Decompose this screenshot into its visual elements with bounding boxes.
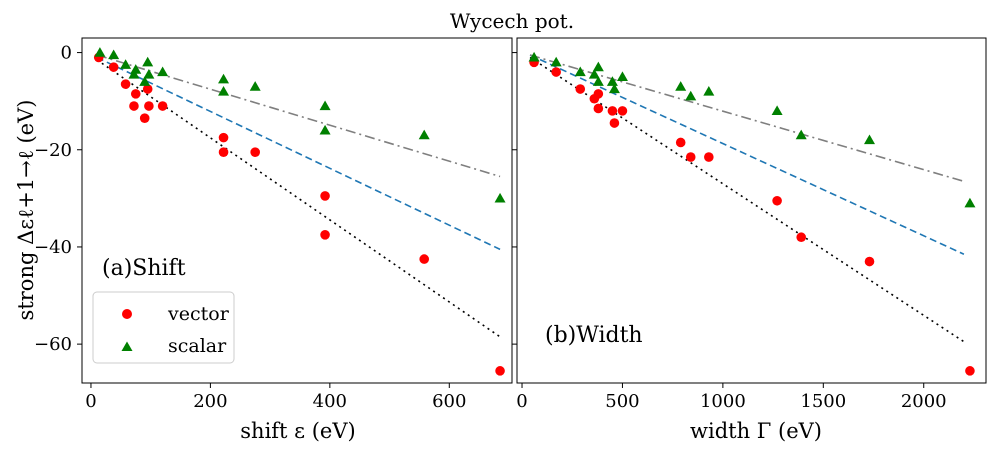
point-vector-shift-3 <box>129 101 139 111</box>
y-tick-label-shift--40: −40 <box>34 237 72 258</box>
point-scalar-shift-10 <box>218 85 230 96</box>
point-vector-shift-14 <box>419 254 430 264</box>
point-vector-shift-6 <box>142 84 153 94</box>
fit-line-dashed-shift <box>96 56 501 251</box>
point-vector-shift-2 <box>120 79 131 89</box>
point-scalar-width-2 <box>574 66 586 77</box>
point-scalar-width-9 <box>675 81 687 91</box>
point-scalar-width-15 <box>964 197 976 208</box>
point-vector-shift-10 <box>218 147 229 157</box>
x-tick-label-width-0: 0 <box>516 391 527 412</box>
panel-width: width Γ (eV) (b)Width 0 500 1000 1500 2000 <box>512 37 987 443</box>
point-scalar-width-7 <box>608 83 620 94</box>
x-tick-label-width-1000: 1000 <box>700 391 746 412</box>
point-vector-shift-5 <box>139 113 150 123</box>
figure-title: Wycech pot. <box>450 9 574 33</box>
legend-label-scalar: scalar <box>168 335 227 357</box>
point-scalar-shift-14 <box>418 129 430 140</box>
point-vector-shift-7 <box>144 101 154 111</box>
point-vector-shift-1 <box>108 62 119 72</box>
point-vector-shift-15 <box>495 366 505 376</box>
point-scalar-shift-0 <box>94 47 106 57</box>
point-vector-width-8 <box>617 106 628 116</box>
point-scalar-shift-7 <box>143 68 155 79</box>
legend-marker-scalar <box>121 341 133 351</box>
point-vector-width-7 <box>609 118 620 128</box>
point-vector-shift-12 <box>320 191 330 201</box>
point-vector-shift-8 <box>157 101 168 111</box>
point-vector-width-14 <box>864 256 875 267</box>
x-axis-label-shift: shift ε (eV) <box>240 419 355 443</box>
point-scalar-width-14 <box>864 134 876 145</box>
point-vector-shift-9 <box>218 132 229 143</box>
point-scalar-shift-1 <box>108 49 120 60</box>
point-scalar-shift-4 <box>130 64 142 74</box>
point-vector-width-6 <box>607 106 618 116</box>
point-scalar-width-6 <box>606 76 618 86</box>
point-vector-width-9 <box>675 137 686 148</box>
point-vector-shift-13 <box>320 229 330 240</box>
y-axis-label: strong Δεℓ+1→ℓ (eV) <box>14 100 38 321</box>
legend-marker-vector <box>122 309 132 319</box>
point-scalar-shift-8 <box>157 66 169 77</box>
point-vector-width-13 <box>796 232 807 243</box>
x-tick-label-shift-400: 400 <box>313 391 347 412</box>
point-vector-width-4 <box>593 89 604 99</box>
x-tick-label-width-500: 500 <box>605 391 639 412</box>
point-vector-width-12 <box>772 195 782 206</box>
point-scalar-width-12 <box>771 105 783 116</box>
point-vector-width-15 <box>965 366 975 376</box>
point-scalar-width-0 <box>528 51 540 62</box>
panel-shift: shift ε (eV) (a)Shift 0 200 400 600 0 −20 −40 −… <box>34 37 513 443</box>
y-tick-label-shift--60: −60 <box>34 334 72 355</box>
x-axis-label-width: width Γ (eV) <box>690 419 822 443</box>
point-scalar-shift-13 <box>319 124 331 135</box>
y-tick-label-shift-0: 0 <box>61 43 72 64</box>
point-scalar-shift-9 <box>218 73 230 84</box>
point-scalar-width-10 <box>685 90 697 101</box>
x-tick-label-shift-0: 0 <box>85 391 96 412</box>
point-scalar-width-11 <box>703 85 715 96</box>
fit-line-dashdot-width <box>529 54 965 183</box>
point-scalar-shift-3 <box>128 68 140 79</box>
point-vector-width-2 <box>575 84 586 94</box>
x-tick-label-width-2000: 2000 <box>901 391 947 412</box>
point-scalar-shift-11 <box>249 81 261 91</box>
point-vector-width-5 <box>593 103 604 114</box>
x-tick-label-width-1500: 1500 <box>800 391 846 412</box>
point-scalar-shift-12 <box>319 100 331 111</box>
y-tick-label-shift--20: −20 <box>34 140 72 161</box>
panel-label-shift: (a)Shift <box>102 256 186 281</box>
plot-frame-width <box>516 37 987 384</box>
point-vector-width-1 <box>551 67 561 77</box>
point-scalar-shift-6 <box>142 56 154 67</box>
panel-label-width: (b)Width <box>545 323 643 348</box>
point-scalar-width-13 <box>795 129 807 140</box>
point-vector-shift-4 <box>130 89 141 99</box>
point-scalar-shift-2 <box>120 59 132 69</box>
point-scalar-width-4 <box>592 61 604 72</box>
legend-label-vector: vector <box>167 303 230 325</box>
fit-line-dashdot-shift <box>96 54 501 178</box>
point-vector-width-11 <box>704 152 714 162</box>
x-tick-label-shift-600: 600 <box>432 391 466 412</box>
point-scalar-shift-15 <box>494 192 506 203</box>
point-vector-shift-11 <box>250 147 260 157</box>
fit-line-dashed-width <box>529 54 965 255</box>
fit-line-dotted-width <box>529 56 965 343</box>
point-scalar-width-3 <box>588 68 600 79</box>
plot-frame-shift <box>81 37 513 384</box>
point-scalar-width-5 <box>592 76 604 86</box>
point-scalar-shift-5 <box>139 76 151 86</box>
point-scalar-width-8 <box>616 71 628 81</box>
point-vector-width-10 <box>685 152 696 162</box>
point-scalar-width-1 <box>550 56 562 67</box>
legend: vector scalar <box>92 291 235 364</box>
x-tick-label-shift-200: 200 <box>193 391 227 412</box>
